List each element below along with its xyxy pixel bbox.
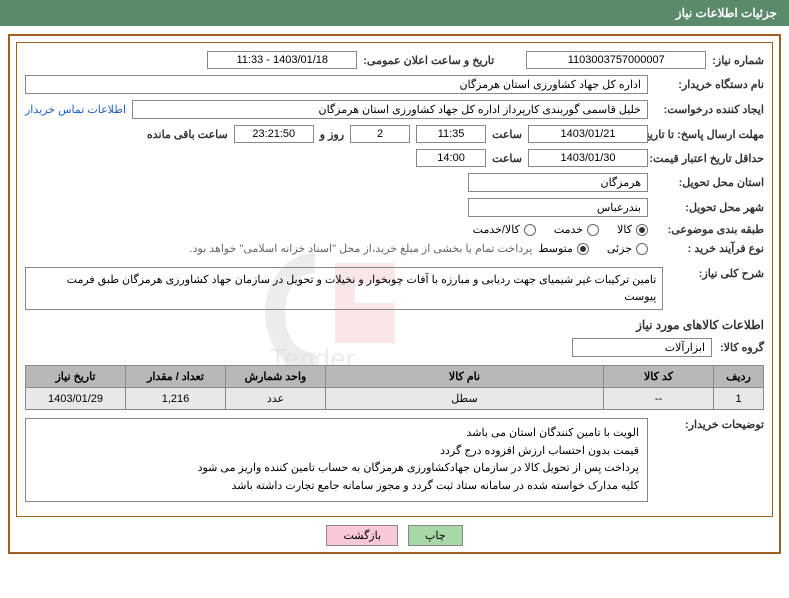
radio-minor[interactable]: جزئی [607, 242, 648, 255]
summary-label: شرح کلی نیاز: [669, 267, 764, 280]
page-header: جزئیات اطلاعات نیاز [0, 0, 789, 26]
note-line-4: کلیه مدارک خواسته شده در سامانه ستاد ثبت… [34, 478, 639, 496]
province-field: هرمزگان [468, 173, 648, 192]
th-qty: تعداد / مقدار [126, 366, 226, 388]
contact-link[interactable]: اطلاعات تماس خریدار [25, 103, 126, 116]
announce-label: تاریخ و ساعت اعلان عمومی: [363, 54, 494, 67]
province-label: استان محل تحویل: [654, 176, 764, 189]
buyer-org-label: نام دستگاه خریدار: [654, 78, 764, 91]
category-label: طبقه بندی موضوعی: [654, 223, 764, 236]
need-no-label: شماره نیاز: [712, 54, 764, 67]
radio-minor-input[interactable] [636, 243, 648, 255]
cell-qty: 1,216 [126, 388, 226, 410]
cell-unit: عدد [226, 388, 326, 410]
city-field: بندرعباس [468, 198, 648, 217]
announce-field: 1403/01/18 - 11:33 [207, 51, 357, 69]
radio-both[interactable]: کالا/خدمت [473, 223, 536, 236]
city-label: شهر محل تحویل: [654, 201, 764, 214]
countdown-field: 23:21:50 [234, 125, 314, 143]
button-bar: چاپ بازگشت [16, 525, 773, 546]
summary-field: تامین ترکیبات غیر شیمیای جهت ردیابی و مب… [25, 267, 663, 310]
validity-time-field: 14:00 [416, 149, 486, 167]
print-button[interactable]: چاپ [408, 525, 463, 546]
validity-label: حداقل تاریخ اعتبار قیمت: تا تاریخ: [654, 152, 764, 165]
radio-service-input[interactable] [587, 224, 599, 236]
days-field: 2 [350, 125, 410, 143]
category-radio-group: کالا خدمت کالا/خدمت [473, 223, 648, 236]
group-label: گروه کالا: [720, 341, 764, 354]
radio-service[interactable]: خدمت [554, 223, 599, 236]
outer-frame: Tender شماره نیاز: 1103003757000007 تاری… [8, 34, 781, 554]
buyer-notes-box: الویت با تامین کنندگان استان می باشد قیم… [25, 418, 648, 502]
cell-name: سطل [326, 388, 604, 410]
note-line-1: الویت با تامین کنندگان استان می باشد [34, 425, 639, 443]
cell-code: -- [604, 388, 714, 410]
th-name: نام کالا [326, 366, 604, 388]
th-row: ردیف [714, 366, 764, 388]
th-date: تاریخ نیاز [26, 366, 126, 388]
table-header-row: ردیف کد کالا نام کالا واحد شمارش تعداد /… [26, 366, 764, 388]
requester-label: ایجاد کننده درخواست: [654, 103, 764, 116]
page-title: جزئیات اطلاعات نیاز [676, 6, 777, 20]
note-line-3: پرداخت پس از تحویل کالا در سازمان جهادکش… [34, 460, 639, 478]
process-radio-group: جزئی متوسط [538, 242, 648, 255]
note-line-2: قیمت بدون احتساب ارزش افزوده درج گردد [34, 443, 639, 461]
th-code: کد کالا [604, 366, 714, 388]
buyer-notes-label: توضیحات خریدار: [654, 418, 764, 431]
need-no-field: 1103003757000007 [526, 51, 706, 69]
inner-frame: Tender شماره نیاز: 1103003757000007 تاری… [16, 42, 773, 517]
days-label: روز و [320, 128, 344, 141]
items-section-title: اطلاعات کالاهای مورد نیاز [25, 318, 764, 332]
radio-goods[interactable]: کالا [617, 223, 648, 236]
deadline-date-field: 1403/01/21 [528, 125, 648, 143]
time-label-2: ساعت [492, 152, 522, 165]
back-button[interactable]: بازگشت [326, 525, 398, 546]
table-row: 1 -- سطل عدد 1,216 1403/01/29 [26, 388, 764, 410]
deadline-send-label: مهلت ارسال پاسخ: تا تاریخ: [654, 128, 764, 141]
radio-medium-input[interactable] [577, 243, 589, 255]
cell-date: 1403/01/29 [26, 388, 126, 410]
th-unit: واحد شمارش [226, 366, 326, 388]
cell-row: 1 [714, 388, 764, 410]
buyer-org-field: اداره کل جهاد کشاورزی استان هرمزگان [25, 75, 648, 94]
items-table: ردیف کد کالا نام کالا واحد شمارش تعداد /… [25, 365, 764, 410]
deadline-time-field: 11:35 [416, 125, 486, 143]
radio-both-input[interactable] [524, 224, 536, 236]
radio-medium[interactable]: متوسط [538, 242, 589, 255]
requester-field: خلیل قاسمی گوربندی کارپرداز اداره کل جها… [132, 100, 648, 119]
remain-label: ساعت باقی مانده [147, 128, 228, 141]
time-label-1: ساعت [492, 128, 522, 141]
radio-goods-input[interactable] [636, 224, 648, 236]
process-note: پرداخت تمام یا بخشی از مبلغ خرید،از محل … [190, 242, 533, 255]
validity-date-field: 1403/01/30 [528, 149, 648, 167]
process-label: نوع فرآیند خرید : [654, 242, 764, 255]
group-field: ابزارآلات [572, 338, 712, 357]
